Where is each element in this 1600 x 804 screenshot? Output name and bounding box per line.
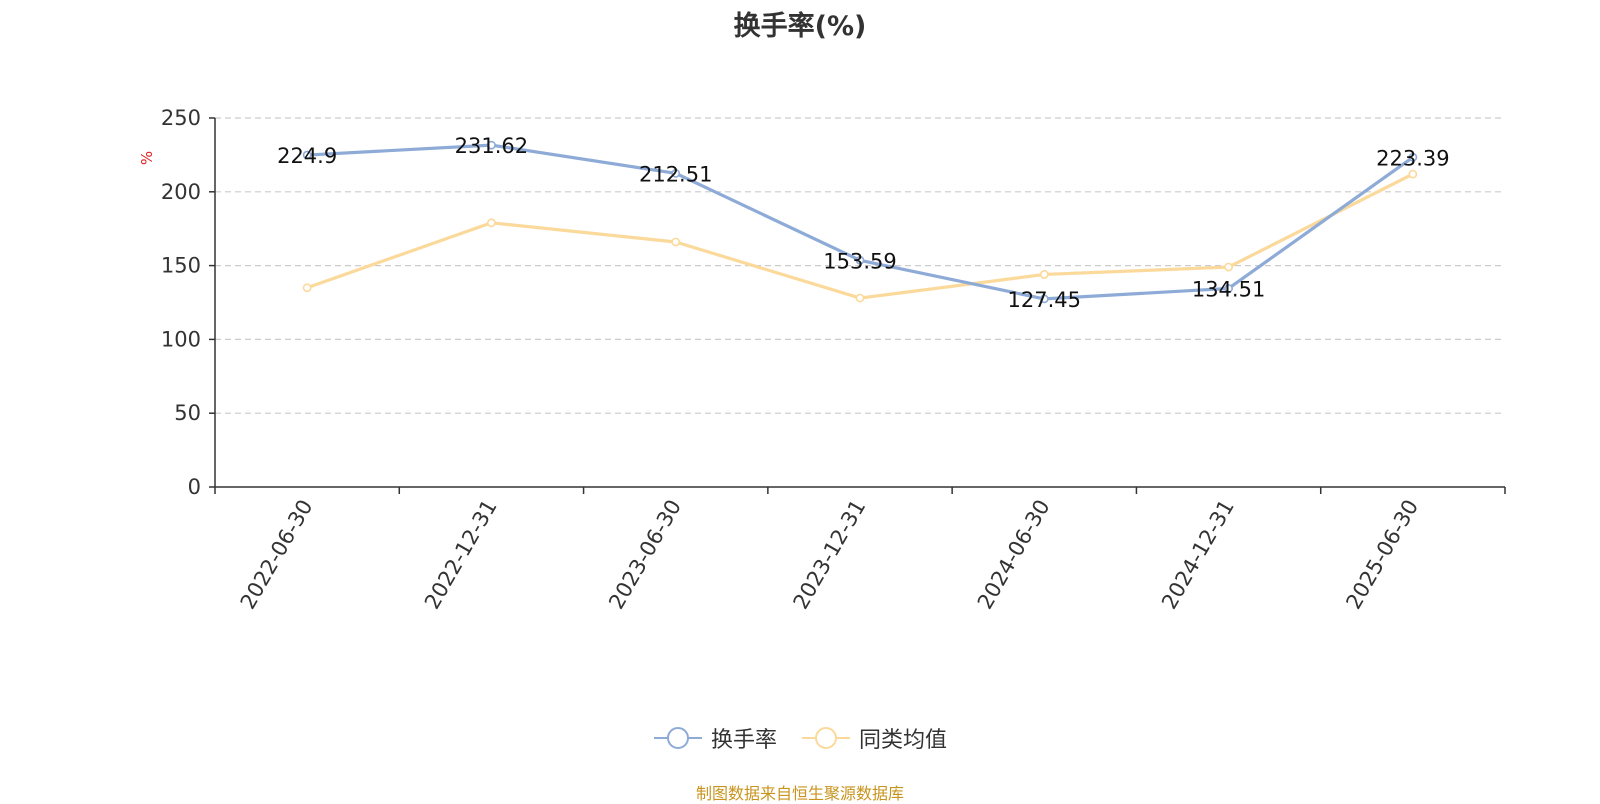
data-point [855,255,865,265]
data-point [487,140,496,150]
data-point [1039,294,1049,304]
x-tick-label: 2022-06-30 [236,496,318,614]
legend-item-1[interactable]: 同类均值 [801,722,947,754]
y-axis-label: % [138,151,156,165]
grid-lines [215,117,1505,414]
legend-label: 换手率 [710,728,777,753]
data-label: 127.45 [1008,288,1081,312]
data-point [1224,262,1233,272]
data-point [1408,169,1418,179]
x-tick-label: 2024-12-31 [1157,496,1239,614]
x-tick-label: 2023-06-30 [604,496,686,614]
data-point [1408,152,1418,162]
data-labels: 224.9 231.62 212.51 153.59 127.45 134.51 223.3… [277,134,1450,312]
y-tick-label: 0 [188,475,201,499]
legend-marker-icon [653,727,702,749]
y-tick-label: 200 [161,180,201,204]
series-lines [302,140,1418,304]
legend-marker-circle [666,727,689,749]
y-tick-label: 100 [161,327,201,351]
series-line-0 [307,143,1414,301]
x-tick-label: 2022-12-31 [420,496,502,614]
data-point [1039,270,1049,279]
legend-item-0[interactable]: 换手率 [653,722,777,754]
legend-marker-circle [815,727,837,749]
axes: 0 50 100 150 200 250% 2022-06-30 2022-12-31 2023… [138,106,1506,614]
data-point [302,283,312,293]
legend-label: 同类均值 [859,728,948,753]
x-tick-label: 2024-06-30 [973,496,1055,614]
data-label: 134.51 [1192,277,1265,301]
data-label: 153.59 [823,249,896,273]
data-label: 212.51 [639,162,712,186]
data-point [302,150,312,160]
x-tick-label: 2023-12-31 [789,496,871,614]
data-point [671,237,681,247]
data-point [1224,284,1233,293]
legend-marker-icon [802,727,850,749]
data-point [671,168,681,178]
y-tick-label: 150 [161,254,201,278]
data-point [487,218,496,228]
data-point [855,293,865,303]
chart-title: 换手率(%) [733,11,867,42]
data-label: 224.9 [277,144,337,168]
x-tick-label: 2025-06-30 [1341,496,1423,614]
data-label: 231.62 [455,134,528,158]
y-tick-label: 250 [161,106,201,130]
legend: 换手率 同类均值 [0,722,1600,754]
source-note: 制图数据来自恒生聚源数据库 [695,784,904,803]
y-tick-label: 50 [174,401,201,425]
data-label: 223.39 [1376,146,1449,170]
